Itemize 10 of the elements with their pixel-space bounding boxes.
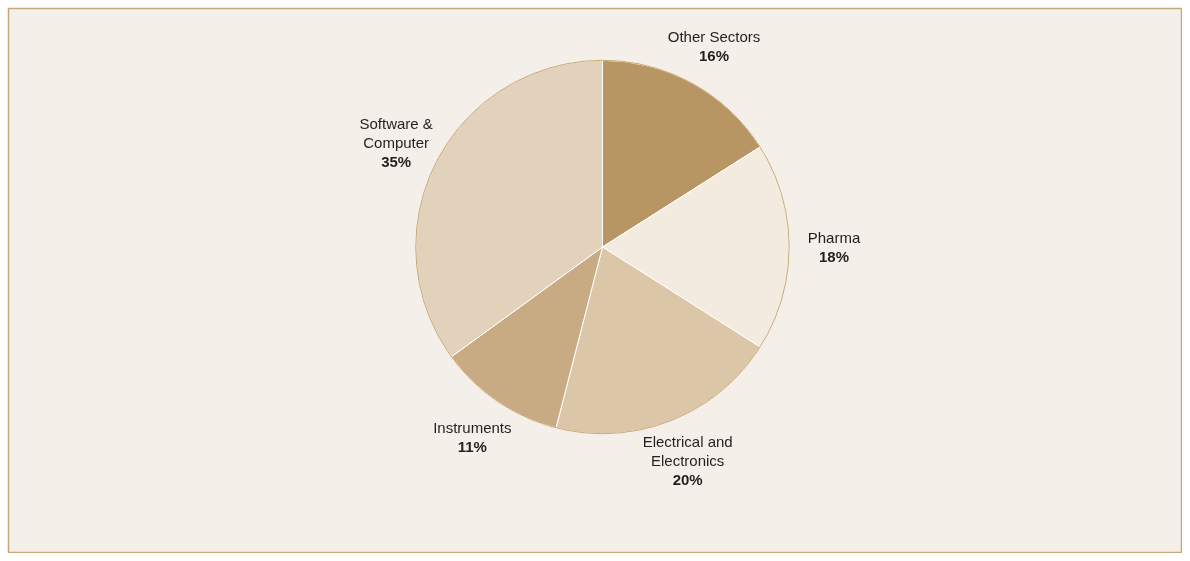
data-label: 11% (457, 437, 487, 455)
slice-label: Electrical and Electronics (642, 433, 733, 470)
slice-label: Other Sectors (667, 27, 761, 45)
slice-label: Pharma (807, 229, 861, 247)
slice-label: Software & Computer (359, 115, 433, 152)
data-label: 18% (818, 247, 850, 265)
data-label: 16% (698, 46, 730, 64)
data-label: 35% (381, 152, 412, 170)
slice-label: Instruments (433, 419, 512, 437)
data-label: 20% (672, 470, 703, 488)
